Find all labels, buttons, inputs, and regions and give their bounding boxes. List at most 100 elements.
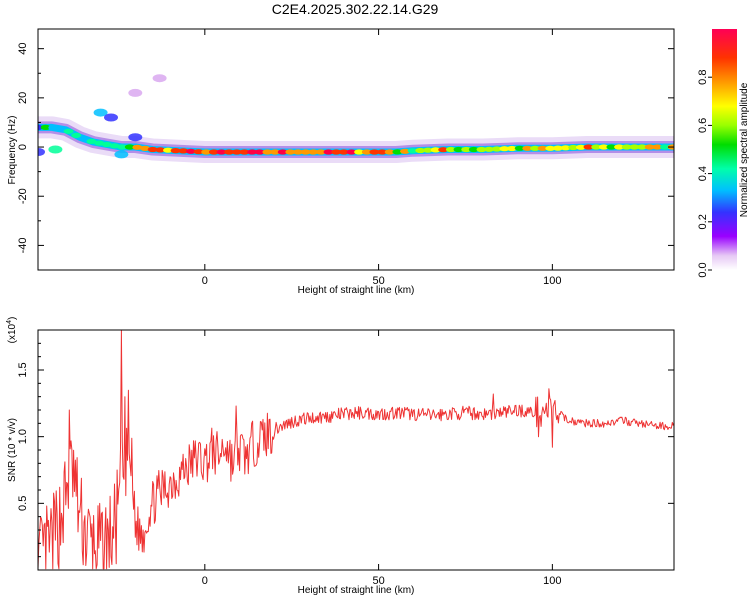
spectrogram-cell [400,148,410,154]
spectrogram-cell [147,146,158,153]
spectrogram-cell [507,145,517,152]
spectrogram-cell [583,144,594,150]
spectrogram-cell [445,146,456,153]
spectrogram-cell [415,147,426,154]
y-tick-label: 40 [17,43,29,55]
spectrogram-blob [104,113,118,122]
spectrogram-cell [499,146,510,152]
spectrogram-cell [208,149,219,155]
spectrogram-cell [124,144,135,150]
spectrogram-cell [109,143,120,149]
colorbar-tick-label: 0.6 [697,118,709,133]
chart-title: C2E4.2025.302.22.14.G29 [272,1,439,17]
colorbar-tick-label: 0.2 [697,214,709,229]
snr-y-label: SNR (10 * v/v) [7,418,18,482]
spectrogram-cell [644,144,655,150]
spectrogram-blob [48,145,63,154]
snr-marks [38,330,674,570]
spectrogram-cell [117,144,128,150]
spectrogram-cell [185,148,196,154]
spectrogram-cell [591,144,602,150]
snr-y-multiplier: (x104) [6,317,18,344]
spectrogram-blob [38,148,45,156]
snr-series-line [38,330,674,570]
spectrogram-cell [422,147,433,153]
spectrogram-cell [40,124,51,130]
spectrogram-cell [254,149,265,155]
spectrogram-cell [63,128,74,134]
spectrogram-panel: 0 50 100 40 20 0 -20 -40 Height of straight lin… [7,28,675,296]
spectrogram-cell [537,145,548,151]
spectrogram-y-label: Frequency (Hz) [7,116,18,185]
x-tick-label: 100 [543,275,561,287]
spectrogram-cell [48,125,59,131]
x-tick-label: 100 [543,575,561,587]
spectrogram-cell [140,145,150,151]
spectrogram-cell [361,149,372,155]
spectrogram-cell [331,149,342,155]
spectrogram-cell [170,148,181,154]
spectrogram-cell [293,149,303,155]
x-tick-label: 0 [202,575,208,587]
spectrogram-cell [606,144,617,150]
spectrogram-cell [239,149,250,155]
spectrogram-cell [614,144,625,150]
colorbar-tick-label: 0.4 [697,166,709,181]
spectrogram-cell [637,144,647,150]
snr-panel: 0 50 100 0.5 1.0 1.5 Height of straight line … [6,317,675,596]
spectrogram-cell [598,144,609,150]
spectrogram-cell [86,138,97,144]
spectrogram-cell [300,149,311,155]
spectrogram-cell [224,149,235,155]
spectrogram-blob [128,133,143,142]
spectrogram-cell [262,149,273,155]
spectrogram-cell [407,148,418,154]
spectrogram-cell [270,149,280,155]
spectrogram-cell [193,149,204,155]
y-tick-label: 0.5 [17,496,29,511]
colorbar: 0.0 0.2 0.4 0.6 0.8 Normalized spectral ampl… [697,29,750,278]
spectrogram-blob [93,108,108,117]
spectrogram-cell [514,145,525,151]
spectrogram-cell [552,145,563,151]
spectrogram-cell [354,149,365,155]
spectrogram-cell [530,145,540,151]
spectrogram-cell [377,149,388,155]
spectrogram-blob [152,74,167,83]
spectrogram-cell [346,149,357,155]
snr-ticks: 0 50 100 0.5 1.0 1.5 [17,330,674,587]
y-tick-label: 0 [17,144,29,150]
colorbar-tick-label: 0.8 [697,70,709,85]
spectrogram-cell [461,146,472,153]
y-tick-label: 1.0 [17,429,29,444]
y-tick-label: -20 [17,188,29,204]
colorbar-gradient [712,29,737,270]
spectrogram-cell [277,149,288,155]
spectrogram-cell [178,148,189,154]
spectrogram-cell [247,149,258,155]
x-tick-label: 0 [202,275,208,287]
spectrogram-blob [114,150,129,159]
spectrogram-cell [338,149,349,155]
spectrogram-cell [545,145,556,151]
spectrogram-cell [621,144,632,150]
spectrogram-cell [323,149,334,155]
spectrogram-cell [155,147,166,153]
spectrogram-cell [484,146,495,152]
spectrogram-marks [38,74,674,163]
spectrogram-cell [94,140,105,146]
spectrogram-cell [369,149,380,155]
colorbar-tick-label: 0.0 [697,262,709,277]
spectrogram-x-label: Height of straight line (km) [298,285,415,296]
spectrogram-cell [308,149,319,155]
spectrogram-cell [315,149,326,155]
spectrogram-cell [660,144,670,150]
colorbar-ticks: 0.0 0.2 0.4 0.6 0.8 [697,70,712,278]
spectrogram-cell [491,146,502,152]
spectrogram-cell [652,144,663,150]
spectrogram-frame [37,28,675,271]
y-tick-label: 1.5 [17,362,29,377]
x-tick-label: 50 [372,275,384,287]
spectrogram-blob [128,88,143,97]
